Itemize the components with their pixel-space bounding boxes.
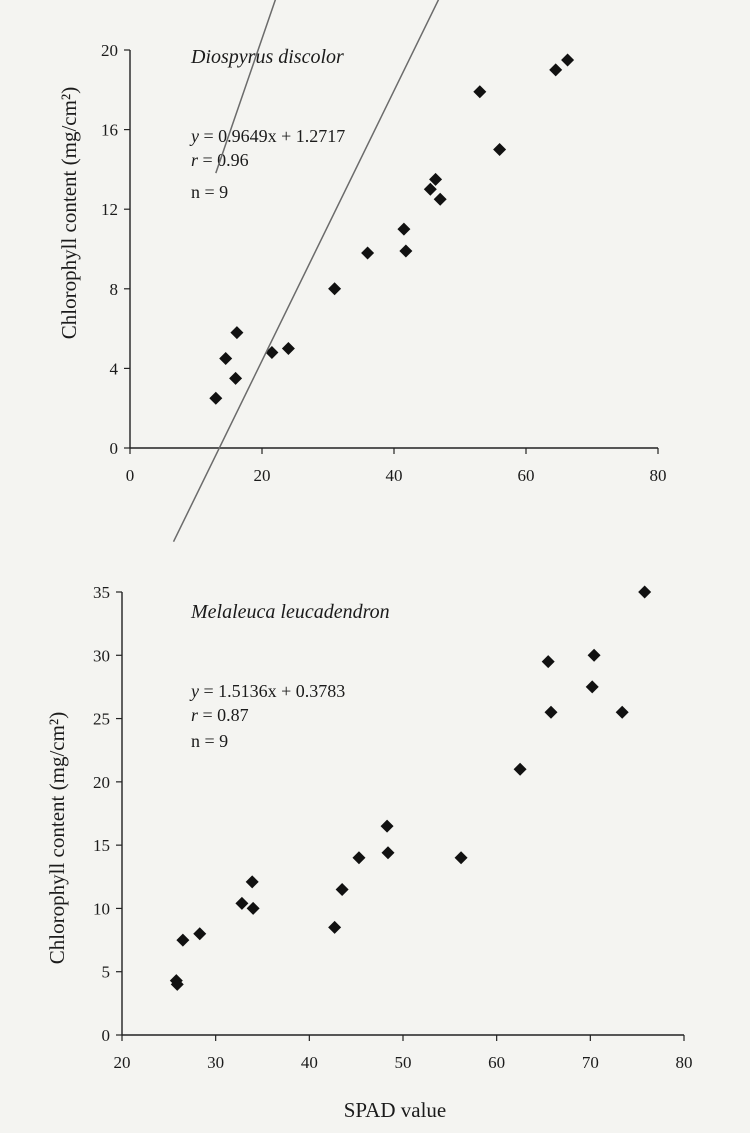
y-tick-label: 20 xyxy=(101,41,118,60)
data-point-marker xyxy=(235,896,249,910)
data-point-marker xyxy=(561,53,575,67)
y-tick-label: 8 xyxy=(110,280,119,299)
data-point-marker xyxy=(219,351,233,365)
sample-size: n = 9 xyxy=(191,731,228,751)
regression-equation: y = 1.5136x + 0.3783 xyxy=(189,681,345,701)
regression-equation: y = 0.9649x + 1.2717 xyxy=(189,126,345,146)
data-point-marker xyxy=(328,282,342,296)
x-tick-label: 40 xyxy=(386,466,403,485)
r-value: = 0.87 xyxy=(198,705,249,725)
equation-body: = 1.5136x + 0.3783 xyxy=(199,681,345,701)
data-point-marker xyxy=(541,655,555,669)
y-tick-label: 0 xyxy=(110,439,119,458)
r-symbol: r xyxy=(191,705,199,725)
x-tick-label: 40 xyxy=(301,1053,318,1072)
data-point-marker xyxy=(454,851,468,865)
correlation-coefficient: r = 0.87 xyxy=(191,705,249,725)
y-tick-label: 35 xyxy=(93,583,110,602)
y-tick-label: 30 xyxy=(93,646,110,665)
y-tick-label: 10 xyxy=(93,899,110,918)
sample-size: n = 9 xyxy=(191,182,228,202)
y-tick-label: 5 xyxy=(102,963,111,982)
data-point-marker xyxy=(209,391,223,405)
data-point-marker xyxy=(328,920,342,934)
data-point-marker xyxy=(170,977,184,991)
x-tick-label: 80 xyxy=(676,1053,693,1072)
data-point-marker xyxy=(245,875,259,889)
y-tick-label: 12 xyxy=(101,200,118,219)
y-axis-title: Chlorophyll content (mg/cm²) xyxy=(45,712,69,964)
x-axis-title: SPAD value xyxy=(344,1098,447,1122)
data-point-marker xyxy=(380,819,394,833)
data-point-marker xyxy=(176,933,190,947)
x-tick-label: 70 xyxy=(582,1053,599,1072)
x-tick-label: 30 xyxy=(207,1053,224,1072)
chart-panel-diospyrus: Diospyrus discolor y = 0.9649x + 1.2717 … xyxy=(57,0,667,485)
x-tick-label: 80 xyxy=(650,466,667,485)
x-tick-label: 20 xyxy=(114,1053,131,1072)
chart-title: Melaleuca leucadendron xyxy=(190,601,390,623)
equation-y-symbol: y xyxy=(189,126,199,146)
data-point-marker xyxy=(585,680,599,694)
data-point-marker xyxy=(397,222,411,236)
regression-line xyxy=(172,0,440,543)
correlation-coefficient: r = 0.96 xyxy=(191,150,249,170)
equation-body: = 0.9649x + 1.2717 xyxy=(199,126,345,146)
y-tick-label: 25 xyxy=(93,710,110,729)
data-point-marker xyxy=(544,705,558,719)
data-point-marker xyxy=(335,882,349,896)
chart-panel-melaleuca: Melaleuca leucadendron y = 1.5136x + 0.3… xyxy=(45,0,693,1122)
y-tick-label: 15 xyxy=(93,836,110,855)
y-tick-label: 0 xyxy=(102,1026,111,1045)
data-point-marker xyxy=(638,585,652,599)
r-symbol: r xyxy=(191,150,199,170)
data-point-marker xyxy=(193,927,207,941)
data-point-marker xyxy=(352,851,366,865)
data-point-marker xyxy=(423,182,437,196)
r-value: = 0.96 xyxy=(198,150,249,170)
data-point-marker xyxy=(265,345,279,359)
x-tick-label: 20 xyxy=(254,466,271,485)
data-point-marker xyxy=(549,63,563,77)
equation-y-symbol: y xyxy=(189,681,199,701)
y-tick-label: 4 xyxy=(110,359,119,378)
x-tick-label: 0 xyxy=(126,466,135,485)
y-tick-label: 16 xyxy=(101,121,118,140)
data-point-marker xyxy=(429,172,443,186)
data-point-marker xyxy=(615,705,629,719)
data-point-marker xyxy=(361,246,375,260)
chart-title: Diospyrus discolor xyxy=(190,46,344,68)
data-point-marker xyxy=(587,648,601,662)
y-tick-label: 20 xyxy=(93,773,110,792)
data-point-marker xyxy=(473,85,487,99)
regression-line xyxy=(215,0,277,174)
data-point-marker xyxy=(246,901,260,915)
data-point-marker xyxy=(513,762,527,776)
data-point-marker xyxy=(230,326,244,340)
y-axis-title: Chlorophyll content (mg/cm²) xyxy=(57,87,81,339)
x-tick-label: 60 xyxy=(518,466,535,485)
data-point-marker xyxy=(229,371,243,385)
data-point-marker xyxy=(381,846,395,860)
x-tick-label: 60 xyxy=(488,1053,505,1072)
data-point-marker xyxy=(433,192,447,206)
data-point-marker xyxy=(493,143,507,156)
data-point-marker xyxy=(399,244,413,258)
data-point-marker xyxy=(281,342,295,355)
x-tick-label: 50 xyxy=(395,1053,412,1072)
